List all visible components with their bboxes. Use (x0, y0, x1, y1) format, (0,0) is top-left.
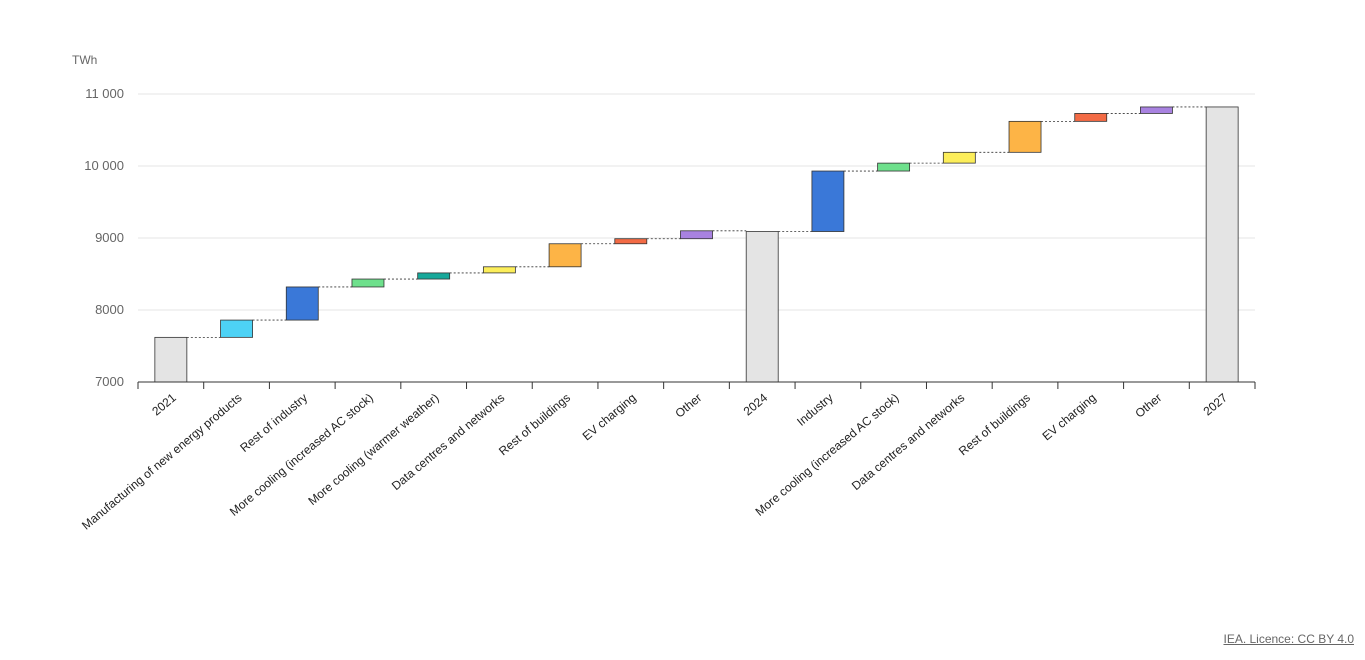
y-tick-label: 10 000 (84, 158, 124, 173)
x-axis (137, 381, 1256, 389)
y-unit-label: TWh (72, 53, 97, 67)
y-axis: 7000 8000 9000 10 000 11 000 (84, 86, 124, 389)
gridlines (138, 93, 1255, 311)
delta-bar[interactable] (614, 238, 648, 245)
x-tick-label: 2024 (741, 390, 771, 418)
delta-bar[interactable] (811, 170, 845, 232)
x-tick-label: Other (672, 391, 704, 421)
x-tick-label: EV charging (1040, 391, 1099, 444)
delta-bar[interactable] (1008, 120, 1042, 153)
bars (154, 106, 1239, 383)
delta-bar[interactable] (942, 151, 976, 164)
delta-bar[interactable] (1140, 106, 1173, 114)
delta-bar[interactable] (285, 286, 319, 321)
x-tick-label: More cooling (increased AC stock) (227, 391, 376, 519)
x-tick-label: Data centres and networks (849, 391, 967, 493)
delta-bar[interactable] (548, 243, 582, 268)
y-tick-label: 8000 (95, 302, 124, 317)
x-tick-label: Rest of industry (237, 391, 310, 455)
x-tick-label: Industry (794, 391, 836, 429)
x-tick-label: Data centres and networks (389, 391, 507, 493)
connector-lines (186, 106, 1207, 338)
total-bar[interactable] (1205, 106, 1239, 383)
total-bar[interactable] (745, 231, 779, 383)
delta-bar[interactable] (220, 319, 253, 338)
y-tick-label: 7000 (95, 374, 124, 389)
licence-link[interactable]: IEA. Licence: CC BY 4.0 (1223, 632, 1354, 646)
x-tick-label: Other (1132, 391, 1164, 421)
delta-bar[interactable] (877, 162, 911, 172)
x-tick-label: Rest of buildings (496, 391, 573, 459)
x-tick-label: 2021 (149, 390, 179, 418)
total-bar[interactable] (154, 336, 188, 383)
delta-bar[interactable] (680, 230, 713, 240)
x-tick-label: EV charging (580, 391, 639, 444)
x-tick-label: Rest of buildings (956, 391, 1033, 459)
delta-bar[interactable] (417, 272, 451, 280)
y-tick-label: 9000 (95, 230, 124, 245)
x-tick-label: More cooling (warmer weather) (305, 391, 441, 508)
x-tick-label: 2027 (1201, 390, 1231, 418)
y-tick-label: 11 000 (85, 86, 124, 101)
delta-bar[interactable] (1074, 113, 1108, 122)
delta-bar[interactable] (482, 266, 516, 274)
delta-bar[interactable] (351, 278, 385, 288)
x-tick-label: More cooling (increased AC stock) (753, 391, 902, 519)
